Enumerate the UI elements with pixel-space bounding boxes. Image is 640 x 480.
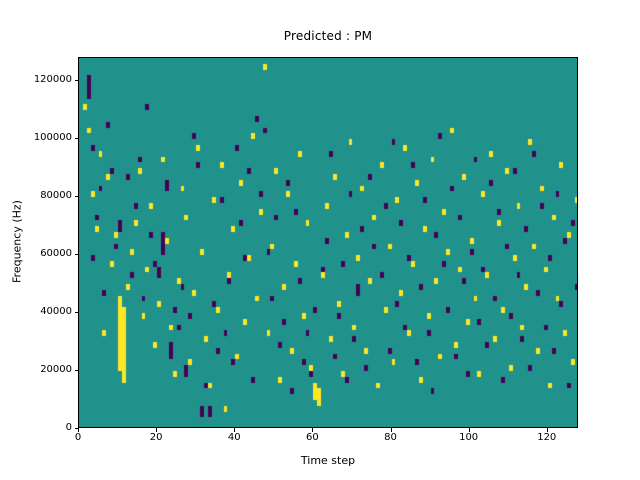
- x-tick-mark: [78, 428, 79, 432]
- y-tick-mark: [74, 370, 78, 372]
- y-tick-label: 120000: [33, 74, 72, 86]
- page-title: Predicted : PM: [283, 29, 373, 43]
- y-tick-mark: [74, 428, 78, 429]
- x-tick-mark: [312, 428, 314, 432]
- x-tick-label: 120: [537, 432, 557, 443]
- y-tick-mark: [74, 312, 78, 314]
- x-tick-label: 40: [227, 432, 241, 443]
- y-tick-label: 60000: [40, 248, 72, 260]
- y-tick-mark: [74, 138, 78, 140]
- y-tick-label: 20000: [40, 364, 72, 376]
- x-tick-mark: [234, 428, 236, 432]
- heatmap-axes: [78, 57, 578, 428]
- heatmap-image: [79, 58, 577, 427]
- x-tick-label: 80: [384, 432, 397, 443]
- x-tick-mark: [546, 428, 548, 432]
- y-tick-mark: [74, 80, 78, 82]
- y-tick-mark: [74, 254, 78, 256]
- x-tick-mark: [156, 428, 158, 432]
- x-tick-label: 0: [74, 432, 82, 443]
- x-tick-mark: [390, 428, 392, 432]
- y-axis-label: Frequency (Hz): [10, 200, 24, 283]
- x-tick-mark: [468, 428, 470, 432]
- x-tick-label: 60: [306, 432, 319, 443]
- y-tick-label: 100000: [33, 132, 72, 144]
- y-tick-label: 80000: [40, 190, 72, 202]
- x-tick-label: 20: [149, 432, 163, 443]
- y-tick-label: 0: [65, 422, 72, 433]
- y-tick-mark: [74, 196, 78, 198]
- x-axis-label: Time step: [300, 454, 356, 467]
- y-tick-label: 40000: [40, 306, 72, 318]
- x-tick-label: 100: [459, 432, 479, 443]
